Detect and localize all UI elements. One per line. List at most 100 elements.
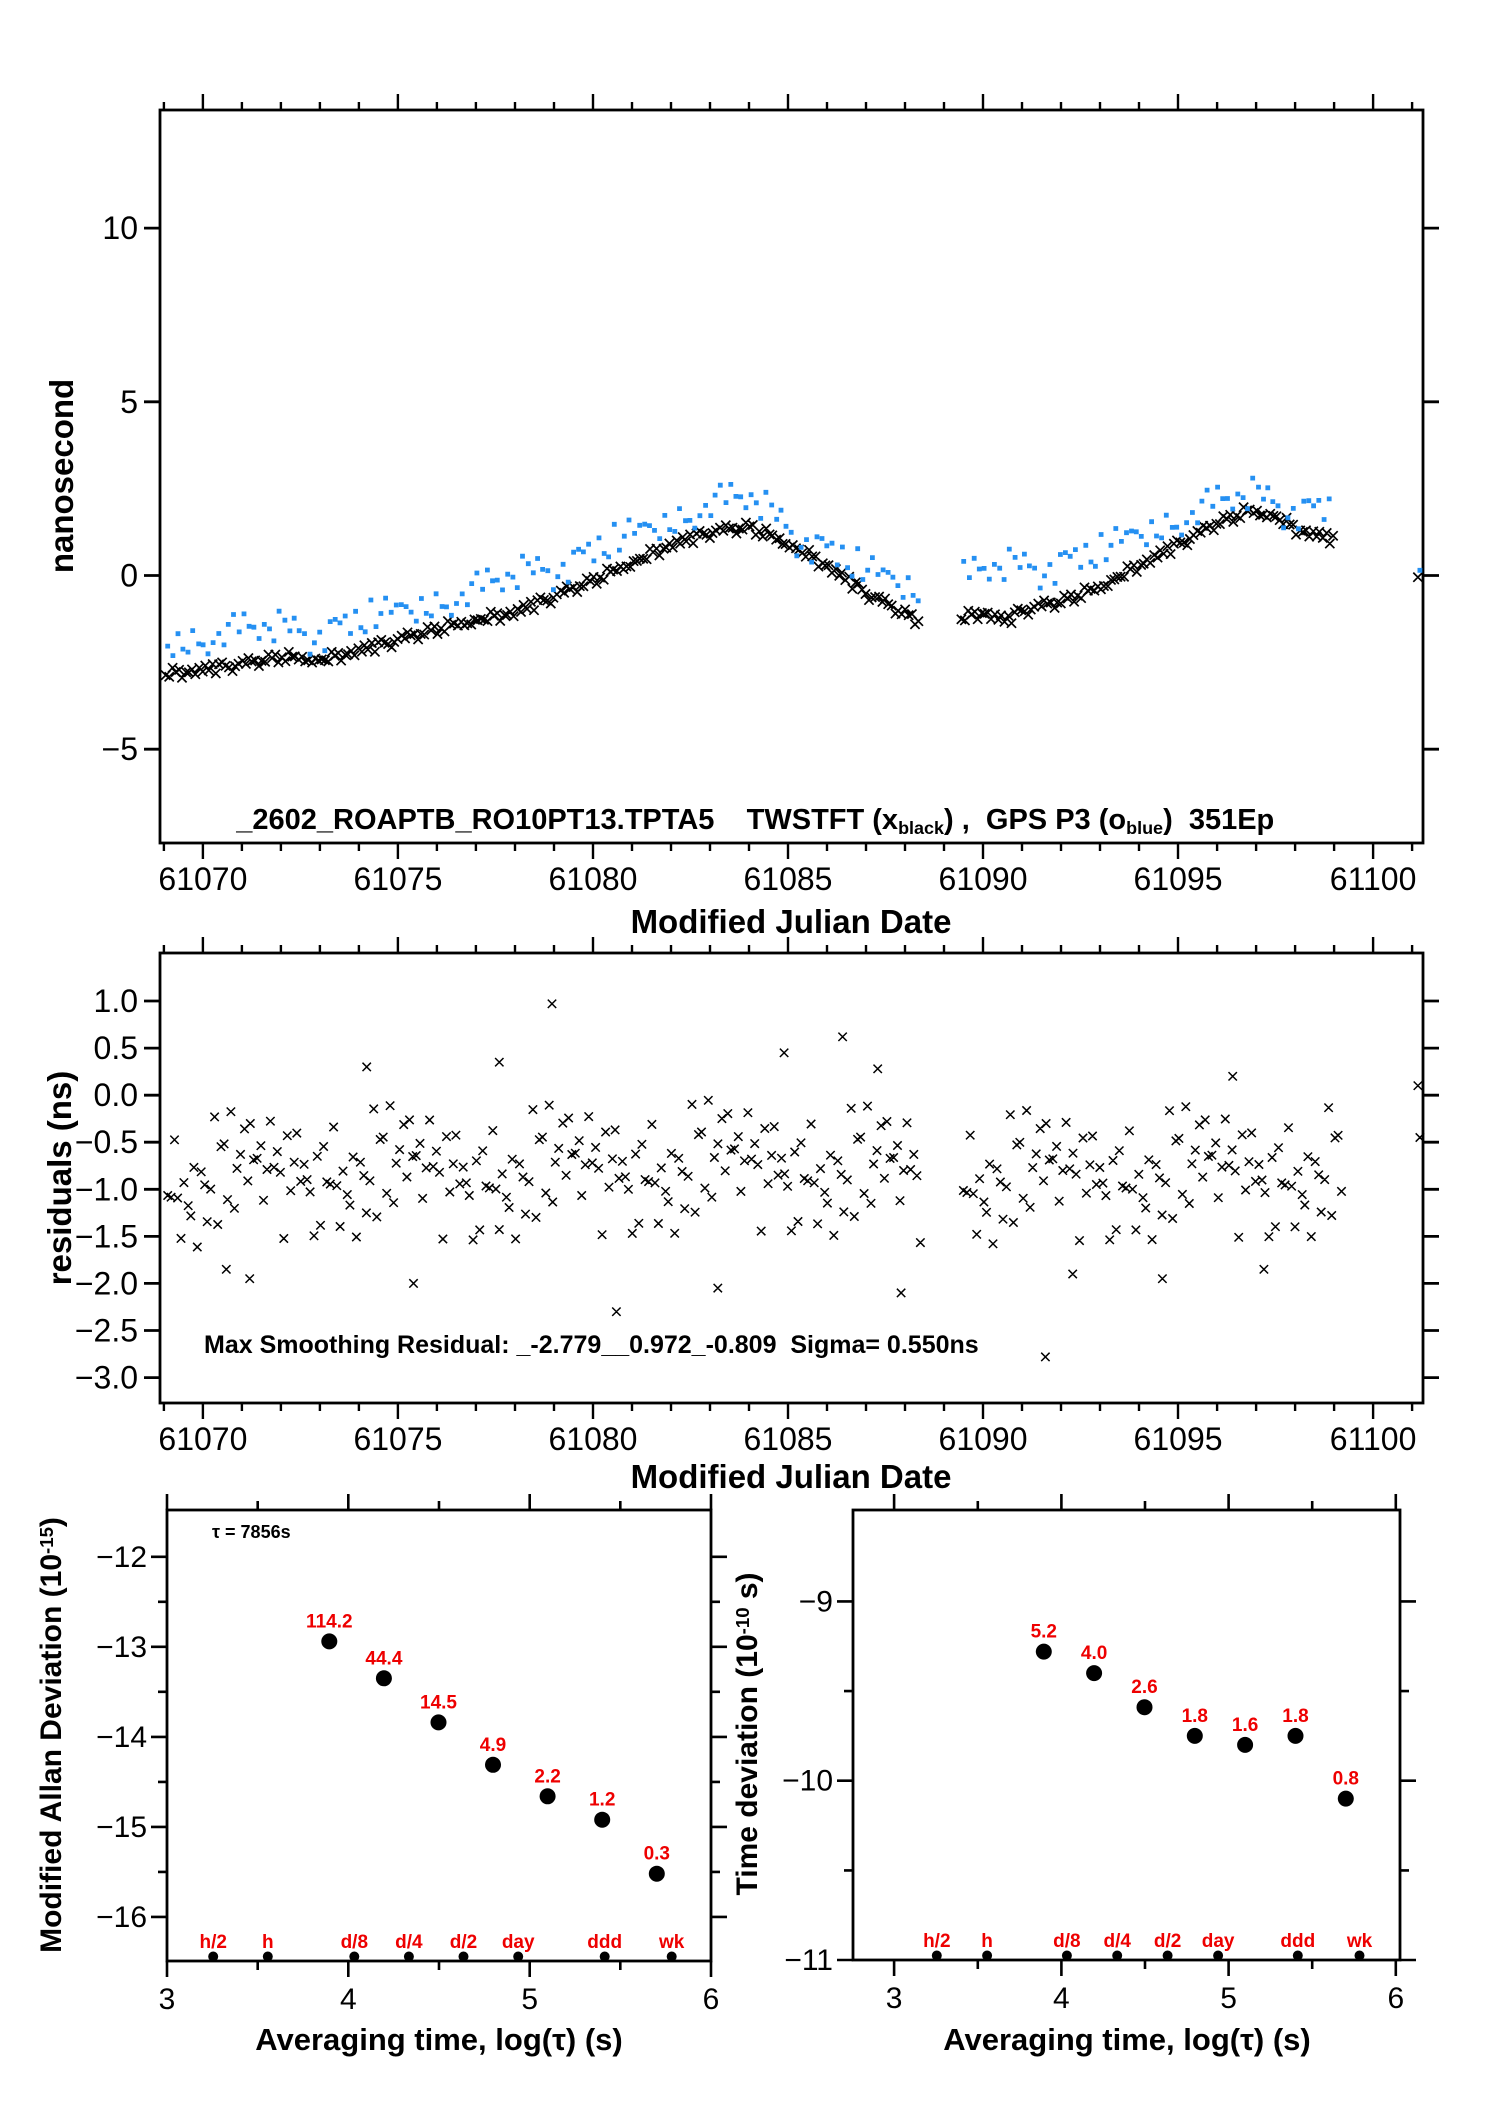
tau-marker-label: h/2 bbox=[199, 1932, 226, 1953]
p3-ylabel: Modified Allan Deviation (10-15) bbox=[35, 1517, 69, 1953]
x-tick-label: 5 bbox=[521, 1983, 538, 2016]
series-residuals bbox=[162, 999, 1425, 1362]
point-value-label: 0.8 bbox=[1333, 1769, 1359, 1790]
p1-title: _2602_ROAPTB_RO10PT13.TPTA5 TWSTFT (xbla… bbox=[204, 771, 1274, 870]
data-point bbox=[1136, 1699, 1153, 1716]
data-point bbox=[485, 1756, 501, 1773]
x-ticks bbox=[162, 94, 1414, 859]
y-tick-label: 0.0 bbox=[94, 1077, 138, 1113]
x-tick-label: 6 bbox=[1387, 1982, 1404, 2015]
point-value-label: 1.8 bbox=[1282, 1706, 1308, 1727]
data-point bbox=[1287, 1727, 1304, 1744]
title-mid: ) , GPS P3 (o bbox=[944, 804, 1127, 836]
y-tick-label: −2.0 bbox=[75, 1265, 138, 1301]
p4-ylabel-sup: -10 bbox=[731, 1607, 753, 1635]
y-tick-label: −16 bbox=[96, 1901, 147, 1934]
tau-marker-dot bbox=[458, 1951, 469, 1962]
tau-marker-dot bbox=[931, 1950, 942, 1961]
tau-marker-label: d/2 bbox=[450, 1932, 477, 1953]
tau-annotation: τ = 7856s bbox=[212, 1522, 291, 1542]
tau-marker-label: h bbox=[262, 1932, 274, 1953]
y-tick-label: 0 bbox=[120, 558, 138, 594]
y-ticks bbox=[144, 999, 1439, 1379]
y-ticks bbox=[144, 226, 1439, 751]
tau-marker-label: d/8 bbox=[341, 1932, 368, 1953]
p4-ylabel-pre: Time deviation (10 bbox=[731, 1634, 764, 1896]
panel-border bbox=[851, 1508, 1402, 1962]
tau-marker-label: d/4 bbox=[395, 1932, 423, 1953]
y-tick-label: 1.0 bbox=[94, 983, 138, 1019]
y-tick-label: −2.5 bbox=[75, 1313, 138, 1349]
data-point bbox=[375, 1670, 392, 1687]
series-gps-p3 bbox=[165, 475, 1423, 658]
tau-marker-label: wk bbox=[658, 1932, 685, 1953]
residual-annotation: Max Smoothing Residual: _-2.779__0.972_-… bbox=[204, 1331, 979, 1359]
tau-marker-dot bbox=[208, 1951, 219, 1962]
x-tick-label: 3 bbox=[159, 1983, 176, 2016]
point-value-label: 5.2 bbox=[1031, 1622, 1057, 1643]
x-tick-label: 4 bbox=[1053, 1982, 1070, 2015]
point-value-label: 4.0 bbox=[1081, 1643, 1107, 1664]
p3-ylabel-sup: -15 bbox=[35, 1527, 57, 1554]
tau-marker-label: d/4 bbox=[1103, 1931, 1131, 1952]
point-value-label: 14.5 bbox=[420, 1692, 457, 1713]
point-value-label: 2.2 bbox=[534, 1766, 560, 1787]
x-tick-label: 3 bbox=[886, 1982, 903, 2015]
tau-marker-label: wk bbox=[1346, 1931, 1373, 1952]
data-point bbox=[1337, 1790, 1354, 1807]
tau-marker-dot bbox=[403, 1951, 414, 1962]
tau-marker-dot bbox=[1292, 1950, 1303, 1961]
y-tick-label: 0.5 bbox=[94, 1030, 138, 1066]
data-point bbox=[1186, 1727, 1203, 1744]
title-sub-black: black bbox=[898, 818, 945, 839]
y-tick-label: −1.5 bbox=[75, 1218, 138, 1254]
x-tick-label: 5 bbox=[1220, 1982, 1237, 2015]
tau-marker-dot bbox=[982, 1950, 993, 1961]
y-tick-label: −1.0 bbox=[75, 1171, 138, 1207]
y-tick-label: −3.0 bbox=[75, 1360, 138, 1396]
x-tick-label: 61080 bbox=[548, 861, 637, 897]
y-tick-label: −12 bbox=[96, 1541, 147, 1574]
x-tick-label: 61085 bbox=[743, 1421, 832, 1457]
y-tick-label: −9 bbox=[799, 1585, 833, 1618]
p4-ylabel: Time deviation (10-10 s) bbox=[731, 1572, 765, 1895]
p1-xlabel: Modified Julian Date bbox=[630, 903, 952, 940]
x-tick-label: 4 bbox=[340, 1983, 357, 2016]
data-point bbox=[1237, 1736, 1254, 1753]
tau-marker-label: ddd bbox=[587, 1932, 622, 1953]
x-tick-label: 61070 bbox=[158, 1421, 247, 1457]
p4-ylabel-post: s) bbox=[731, 1572, 764, 1608]
data-point bbox=[648, 1865, 665, 1882]
phase-panel: 61070 61075 61080 61085 61090 61095 61100 −5 0 5 1… bbox=[102, 94, 1439, 897]
series-twstft bbox=[160, 501, 1424, 684]
x-tick-label: 6 bbox=[703, 1983, 720, 2016]
tau-marker-dot bbox=[1213, 1950, 1224, 1961]
point-value-label: 114.2 bbox=[306, 1611, 353, 1632]
data-point bbox=[1035, 1643, 1052, 1660]
p3-ylabel-post: ) bbox=[35, 1517, 68, 1528]
tau-marker-label: h/2 bbox=[923, 1931, 950, 1952]
data-point bbox=[594, 1811, 611, 1828]
tau-marker-label: ddd bbox=[1280, 1931, 1315, 1952]
point-value-label: 1.2 bbox=[589, 1790, 615, 1811]
axis-ticks bbox=[151, 1494, 727, 1977]
tau-marker-dot bbox=[1162, 1950, 1173, 1961]
x-tick-label: 61100 bbox=[1330, 1421, 1417, 1457]
tau-marker-dot bbox=[1061, 1950, 1072, 1961]
y-tick-label: −10 bbox=[782, 1765, 833, 1798]
y-tick-label: −15 bbox=[96, 1811, 147, 1844]
p2-ylabel: residuals (ns) bbox=[41, 1070, 78, 1286]
x-tick-label: 61075 bbox=[353, 1421, 442, 1457]
point-value-label: 2.6 bbox=[1131, 1677, 1157, 1698]
tau-marker-dot bbox=[666, 1951, 677, 1962]
p4-xlabel: Averaging time, log(τ) (s) bbox=[943, 2022, 1311, 2057]
title-file: _2602_ROAPTB_RO10PT13.TPTA5 bbox=[236, 804, 715, 836]
title-main: TWSTFT (x bbox=[714, 804, 899, 836]
title-sub-blue: blue bbox=[1126, 818, 1164, 839]
x-tick-label: 61095 bbox=[1134, 1421, 1223, 1457]
tau-marker-dot bbox=[262, 1951, 273, 1962]
x-ticks bbox=[162, 937, 1414, 1419]
tau-marker-label: h bbox=[981, 1931, 993, 1952]
panel-border bbox=[158, 108, 1425, 845]
